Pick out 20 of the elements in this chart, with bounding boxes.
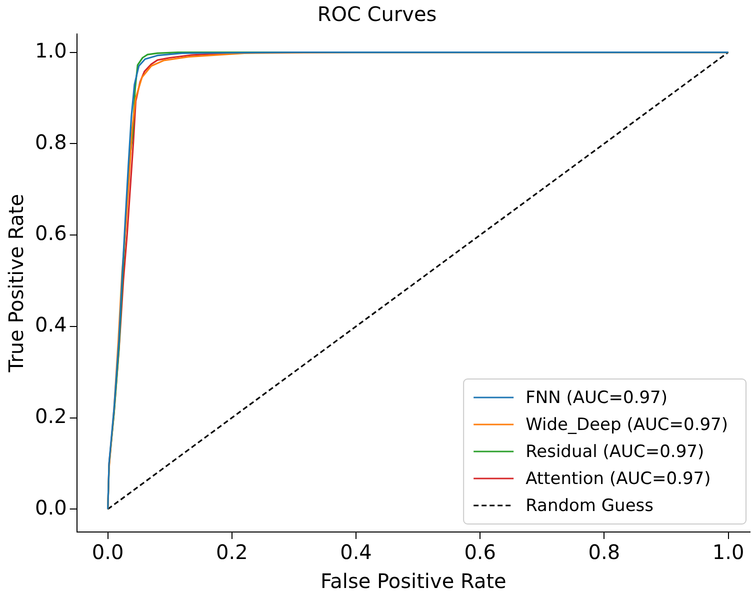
x-tick-label: 0.0 (92, 540, 124, 564)
y-tick-label: 1.0 (34, 38, 67, 62)
x-tick-label: 0.2 (216, 540, 248, 564)
y-tick-label: 0.6 (34, 221, 67, 246)
chart-title: ROC Curves (317, 2, 437, 26)
y-tick-label: 0.2 (34, 404, 67, 428)
x-tick-label: 1.0 (712, 540, 744, 564)
x-tick-label: 0.4 (340, 540, 372, 564)
legend-label: Residual (AUC=0.97) (526, 442, 704, 462)
x-tick-label: 0.8 (588, 540, 620, 564)
legend-label: FNN (AUC=0.97) (526, 388, 668, 408)
x-axis-title: False Positive Rate (320, 569, 506, 594)
y-axis-title: True Positive Rate (4, 194, 28, 374)
legend-label: Random Guess (526, 496, 654, 516)
y-tick-label: 0.8 (34, 130, 67, 154)
legend-label: Wide_Deep (AUC=0.97) (526, 414, 728, 435)
legend-label: Attention (AUC=0.97) (526, 468, 711, 489)
y-tick-label: 0.4 (34, 312, 67, 337)
y-tick-label: 0.0 (34, 495, 67, 520)
x-tick-label: 0.6 (464, 540, 496, 564)
